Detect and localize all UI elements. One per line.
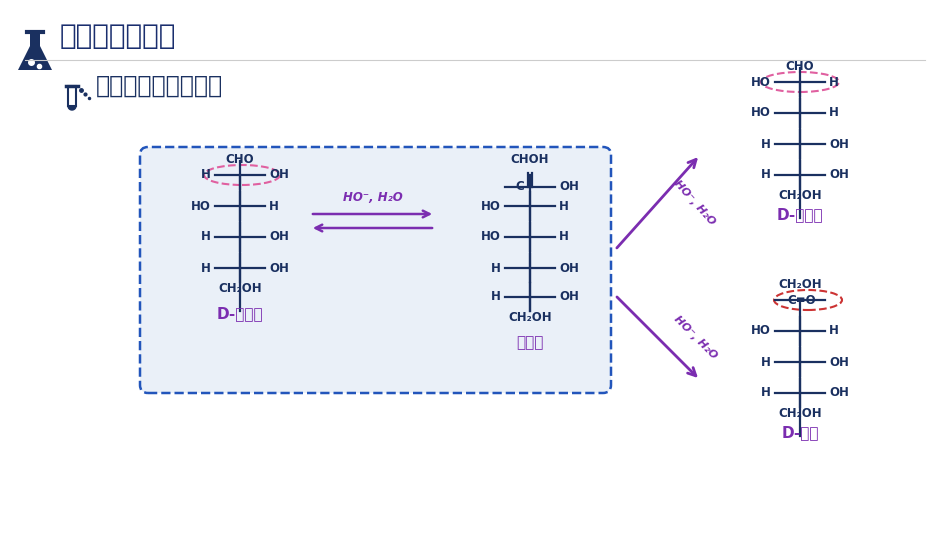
Text: HO: HO: [751, 75, 771, 88]
Text: H: H: [201, 169, 211, 181]
Text: OH: OH: [559, 262, 579, 274]
Text: H: H: [761, 137, 771, 150]
Text: CHO: CHO: [226, 153, 255, 166]
Text: H: H: [269, 200, 279, 212]
Text: H: H: [829, 106, 839, 119]
Bar: [68, 86, 76, 106]
Text: CH₂OH: CH₂OH: [778, 278, 822, 291]
Text: H: H: [559, 200, 569, 212]
Text: D-甘露糖: D-甘露糖: [777, 207, 824, 222]
Bar: [30, 32, 40, 46]
FancyBboxPatch shape: [140, 147, 611, 393]
Text: H: H: [761, 355, 771, 369]
Text: CHO: CHO: [786, 60, 814, 73]
Text: CH₂OH: CH₂OH: [778, 189, 822, 202]
Text: HO⁻, H₂O: HO⁻, H₂O: [673, 314, 719, 361]
Text: OH: OH: [829, 169, 849, 181]
Text: HO: HO: [751, 106, 771, 119]
Text: HO⁻, H₂O: HO⁻, H₂O: [343, 191, 403, 204]
Text: CHOH: CHOH: [511, 153, 549, 166]
Text: HO: HO: [191, 200, 211, 212]
Text: C=O: C=O: [788, 294, 816, 307]
Text: HO: HO: [481, 231, 501, 243]
Polygon shape: [68, 106, 76, 110]
Polygon shape: [18, 46, 52, 70]
Text: 烯二醇: 烯二醇: [516, 335, 543, 350]
Text: H: H: [559, 231, 569, 243]
Text: OH: OH: [829, 137, 849, 150]
Text: OH: OH: [559, 180, 579, 194]
Text: H: H: [201, 231, 211, 243]
Text: D-葡萄糖: D-葡萄糖: [217, 306, 263, 321]
Text: OH: OH: [559, 291, 579, 303]
Text: HO: HO: [481, 200, 501, 212]
Text: CH₂OH: CH₂OH: [508, 311, 552, 324]
Text: OH: OH: [829, 355, 849, 369]
Text: D-果糖: D-果糖: [781, 425, 819, 440]
Text: OH: OH: [269, 231, 289, 243]
Text: H: H: [491, 262, 501, 274]
Text: OH: OH: [829, 386, 849, 400]
Text: 单糖的化学性质: 单糖的化学性质: [60, 22, 177, 50]
Text: C: C: [516, 180, 524, 194]
Text: HO⁻, H₂O: HO⁻, H₂O: [673, 178, 717, 227]
Text: H: H: [829, 75, 839, 88]
Text: H: H: [201, 262, 211, 274]
Text: CH₂OH: CH₂OH: [218, 282, 262, 295]
Text: H: H: [761, 169, 771, 181]
Text: HO: HO: [751, 325, 771, 338]
Text: 异构化与差向异构化: 异构化与差向异构化: [96, 74, 223, 98]
Text: OH: OH: [269, 262, 289, 274]
Text: CH₂OH: CH₂OH: [778, 407, 822, 420]
Text: H: H: [829, 325, 839, 338]
Text: H: H: [761, 386, 771, 400]
Text: H: H: [491, 291, 501, 303]
Text: OH: OH: [269, 169, 289, 181]
